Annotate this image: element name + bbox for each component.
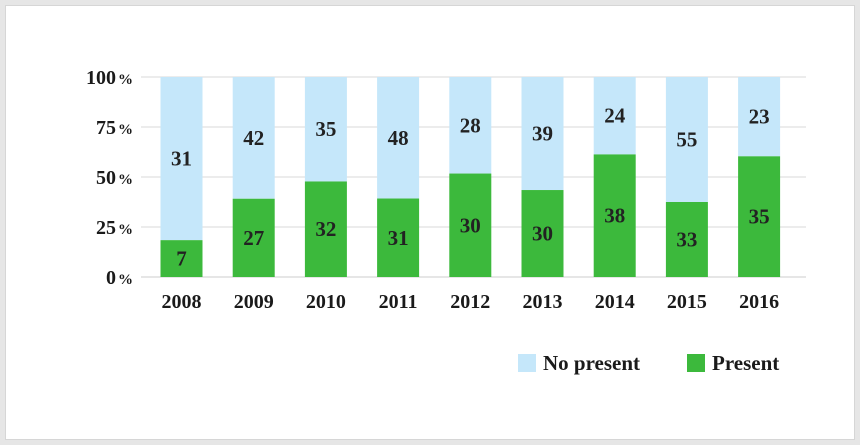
data-label-no-present: 48: [388, 126, 409, 150]
legend-swatch-present: [687, 354, 705, 372]
y-tick-label: 100%: [86, 67, 133, 89]
chart-frame: 7 31 27 42 32 35 31 48 30 28 30 39 38 24 33 55 35 23 0% 25…: [5, 5, 855, 440]
data-label-no-present: 35: [315, 117, 336, 141]
y-tick-label: 25%: [96, 217, 133, 239]
bar-present: [304, 181, 347, 277]
legend-label-present: Present: [712, 351, 779, 375]
bar-no-present: [593, 77, 636, 155]
data-label-present: 31: [388, 226, 409, 250]
legend-swatch-no-present: [518, 354, 536, 372]
bar-present: [738, 156, 781, 277]
bar-no-present: [377, 77, 420, 199]
bar-no-present: [738, 77, 781, 157]
y-tick-label: 0%: [106, 267, 133, 289]
bar-present: [521, 190, 564, 277]
data-label-present: 27: [243, 226, 264, 250]
data-label-present: 35: [749, 205, 770, 229]
data-label-no-present: 31: [171, 147, 192, 171]
data-label-no-present: 39: [532, 122, 553, 146]
bar-present: [665, 202, 708, 277]
x-tick-label: 2014: [595, 291, 635, 313]
x-tick-label: 2013: [523, 291, 563, 313]
bar-present: [377, 198, 420, 277]
x-tick-label: 2016: [739, 291, 779, 313]
bar-present: [160, 240, 203, 277]
data-label-no-present: 42: [243, 126, 264, 150]
stacked-bar-chart: 7 31 27 42 32 35 31 48 30 28 30 39 38 24 33 55 35 23 0 % 25…: [86, 67, 806, 375]
data-label-no-present: 23: [749, 105, 770, 129]
bar-present: [449, 173, 492, 277]
bar-no-present: [665, 77, 708, 202]
x-tick-label: 2011: [379, 291, 418, 313]
data-label-no-present: 28: [460, 113, 481, 137]
legend: No present Present: [518, 351, 779, 375]
x-axis-ticks: 2008 2009 2010 2011 2012 2013 2014 2015 2016: [162, 291, 780, 313]
data-label-present: 38: [604, 204, 625, 228]
bar-no-present: [304, 77, 347, 182]
data-label-present: 33: [676, 228, 697, 252]
x-tick-label: 2010: [306, 291, 346, 313]
bar-present: [593, 154, 636, 277]
data-label-present: 32: [315, 217, 336, 241]
x-tick-label: 2009: [234, 291, 274, 313]
x-tick-label: 2015: [667, 291, 707, 313]
y-tick-label: 75%: [96, 117, 133, 139]
bars: 7 31 27 42 32 35 31 48 30 28 30 39 38 24 33 55 35 23: [160, 77, 781, 277]
bar-no-present: [232, 77, 275, 199]
data-label-no-present: 24: [604, 104, 626, 128]
x-tick-label: 2008: [162, 291, 202, 313]
data-label-present: 30: [460, 213, 481, 237]
bar-present: [232, 198, 275, 277]
y-tick-label: 50%: [96, 167, 133, 189]
bar-no-present: [521, 77, 564, 191]
x-tick-label: 2012: [450, 291, 490, 313]
data-label-present: 30: [532, 222, 553, 246]
data-label-present: 7: [176, 247, 187, 271]
legend-label-no-present: No present: [543, 351, 640, 375]
data-label-no-present: 55: [676, 128, 697, 152]
y-axis-ticks: 0 % 25 % 50 % 75 % 100%: [86, 67, 133, 289]
bar-no-present: [160, 77, 203, 241]
bar-no-present: [449, 77, 492, 174]
